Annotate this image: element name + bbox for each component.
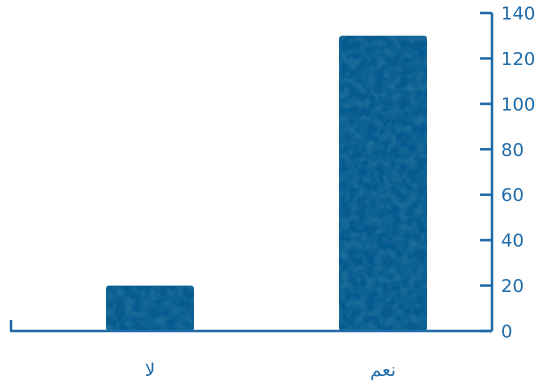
x-category-label: نعم xyxy=(370,360,396,380)
y-tick-label: 80 xyxy=(501,140,524,161)
y-tick-label: 140 xyxy=(501,4,535,25)
bar-1 xyxy=(106,285,194,331)
x-category-label: لا xyxy=(145,360,155,380)
labels-group: لا نعم 0 20 40 60 80 100 120 140 xyxy=(145,4,535,380)
bar-2 xyxy=(339,35,427,331)
y-tick-label: 100 xyxy=(501,94,535,115)
y-tick-label: 120 xyxy=(501,49,535,70)
y-tick-label: 40 xyxy=(501,231,524,252)
bars-group xyxy=(106,35,427,331)
axes-group xyxy=(9,11,494,333)
y-tick-label: 60 xyxy=(501,185,524,206)
y-tick-label: 0 xyxy=(501,322,512,343)
y-tick-label: 20 xyxy=(501,276,524,297)
